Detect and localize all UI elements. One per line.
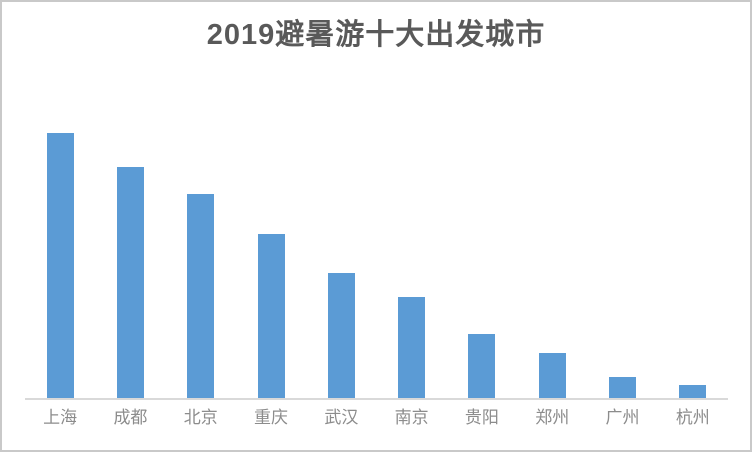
bar-column	[236, 128, 306, 398]
bar-column	[166, 128, 236, 398]
x-axis-label: 广州	[605, 408, 640, 427]
bar-郑州	[538, 353, 566, 398]
bars-row	[25, 128, 728, 398]
bar-column	[658, 128, 728, 398]
x-axis-label: 重庆	[254, 408, 289, 427]
x-axis-label: 贵阳	[464, 408, 499, 427]
bar-重庆	[257, 234, 285, 398]
chart-title: 2019避暑游十大出发城市	[206, 19, 546, 51]
bar-column	[447, 128, 517, 398]
bar-杭州	[679, 385, 707, 398]
bar-column	[376, 128, 446, 398]
x-axis-label: 上海	[43, 408, 78, 427]
x-axis-label: 郑州	[535, 408, 570, 427]
plot-area: 上海 成都 北京 重庆 武汉 南京 贵阳 郑州 广州 杭州	[25, 128, 728, 428]
x-axis-label: 南京	[394, 408, 429, 427]
bar-column	[95, 128, 165, 398]
bar-column	[306, 128, 376, 398]
bar-上海	[46, 133, 74, 398]
bar-武汉	[327, 273, 355, 398]
bar-成都	[116, 167, 144, 398]
bar-北京	[187, 194, 215, 398]
bar-贵阳	[468, 334, 496, 398]
x-axis-label: 杭州	[675, 408, 710, 427]
bar-column	[517, 128, 587, 398]
bar-南京	[398, 297, 426, 398]
x-axis-labels: 上海 成都 北京 重庆 武汉 南京 贵阳 郑州 广州 杭州	[25, 408, 728, 428]
x-axis-line	[25, 398, 728, 400]
bar-广州	[609, 377, 637, 398]
x-axis-label: 北京	[183, 408, 218, 427]
bar-column	[587, 128, 657, 398]
bar-column	[25, 128, 95, 398]
x-axis-label: 武汉	[324, 408, 359, 427]
x-axis-label: 成都	[113, 408, 148, 427]
